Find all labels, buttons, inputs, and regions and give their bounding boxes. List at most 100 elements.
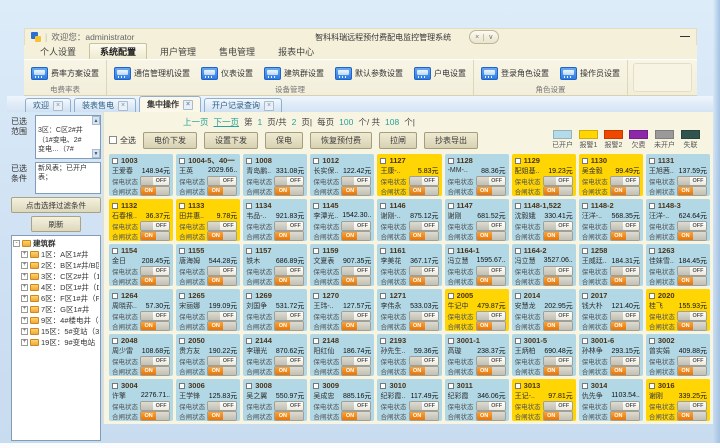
tree-node[interactable]: +15区：5#变站（3# [13, 326, 99, 337]
expand-icon[interactable]: + [21, 262, 28, 269]
meter-card[interactable]: 1134 韦品-.. 921.83元 保电状态 OFF 合闸状态 ON [243, 199, 308, 241]
meter-card[interactable]: 1164-1 冯立慧 1595.67.. 保电状态 OFF 合闸状态 ON [444, 244, 509, 286]
switch-toggle[interactable]: ON [341, 365, 372, 376]
meter-checkbox[interactable] [112, 382, 118, 389]
expand-icon[interactable]: + [21, 284, 28, 291]
meter-checkbox[interactable] [447, 337, 454, 344]
meter-checkbox[interactable] [313, 247, 320, 254]
switch-toggle[interactable]: ON [475, 365, 506, 376]
ribbon-button[interactable]: 默认参数设置 [335, 67, 403, 80]
menu-item-0[interactable]: 个人设置 [40, 47, 77, 57]
power-keep-toggle[interactable]: OFF [408, 175, 439, 186]
meter-card[interactable]: 2148 阳红仙 186.74元 保电状态 OFF 合闸状态 ON [310, 334, 375, 376]
meter-card[interactable]: 2020 桂飞 155.93元 保电状态 OFF 合闸状态 ON [645, 289, 710, 331]
meter-checkbox[interactable] [112, 337, 118, 344]
switch-toggle[interactable]: ON [677, 365, 707, 376]
toolbar-button[interactable]: 抄表导出 [424, 131, 478, 149]
meter-card[interactable]: 1128 -MM-.. 88.36元 保电状态 OFF 合闸状态 ON [444, 154, 509, 196]
meter-checkbox[interactable] [179, 382, 186, 389]
expand-icon[interactable]: + [21, 328, 28, 335]
collapse-icon[interactable]: × [475, 33, 480, 41]
meter-card[interactable]: 1157 铁木 686.89元 保电状态 OFF 合闸状态 ON [243, 244, 308, 286]
tab-集中操作[interactable]: 集中操作 × [139, 96, 201, 112]
switch-toggle[interactable]: ON [140, 230, 171, 241]
power-keep-toggle[interactable]: OFF [475, 175, 506, 186]
switch-toggle[interactable]: ON [542, 320, 573, 331]
meter-checkbox[interactable] [514, 382, 521, 389]
meter-card[interactable]: 1269 刘国争 531.72元 保电状态 OFF 合闸状态 ON [243, 289, 308, 331]
power-keep-toggle[interactable]: OFF [408, 220, 439, 231]
power-keep-toggle[interactable]: OFF [542, 265, 573, 276]
meter-checkbox[interactable] [514, 337, 521, 344]
ribbon-button[interactable]: 费率方案设置 [31, 67, 99, 80]
meter-checkbox[interactable] [112, 202, 118, 209]
meter-card[interactable]: 1154 金日 208.45元 保电状态 OFF 合闸状态 ON [109, 244, 174, 286]
switch-toggle[interactable]: ON [542, 410, 573, 421]
power-keep-toggle[interactable]: OFF [475, 400, 506, 411]
meter-card[interactable]: 3016 谢刚 339.25元 保电状态 OFF 合闸状态 ON [645, 379, 710, 421]
power-keep-toggle[interactable]: OFF [677, 220, 707, 231]
tree-node[interactable]: +19区：9#变电站（2 [13, 337, 99, 348]
power-keep-toggle[interactable]: OFF [677, 310, 707, 321]
selected-condition-box[interactable]: 新风表；已开户表； [35, 162, 101, 194]
minimize-button[interactable]: — [679, 31, 690, 42]
switch-toggle[interactable]: ON [609, 320, 640, 331]
meter-card[interactable]: 3001-1 高璇 238.37元 保电状态 OFF 合闸状态 ON [444, 334, 509, 376]
meter-card[interactable]: 1265 宋丽娜 199.09元 保电状态 OFF 合闸状态 ON [176, 289, 241, 331]
switch-toggle[interactable]: ON [542, 185, 573, 196]
meter-card[interactable]: 1148-1,522 沈毅娥 330.41元 保电状态 OFF 合闸状态 ON [511, 199, 576, 241]
power-keep-toggle[interactable]: OFF [542, 220, 573, 231]
switch-toggle[interactable]: ON [677, 275, 707, 286]
power-keep-toggle[interactable]: OFF [475, 355, 506, 366]
meter-checkbox[interactable] [313, 337, 320, 344]
switch-toggle[interactable]: ON [677, 320, 707, 331]
switch-toggle[interactable]: ON [274, 320, 305, 331]
meter-checkbox[interactable] [112, 292, 118, 299]
power-keep-toggle[interactable]: OFF [408, 265, 439, 276]
select-all-checkbox[interactable] [109, 136, 117, 144]
collapse-expander-icon[interactable]: - [13, 240, 20, 247]
meter-checkbox[interactable] [447, 247, 454, 254]
meter-card[interactable]: 3010 纪彩霞.. 117.49元 保电状态 OFF 合闸状态 ON [377, 379, 442, 421]
switch-toggle[interactable]: ON [341, 320, 372, 331]
power-keep-toggle[interactable]: OFF [542, 400, 573, 411]
meter-checkbox[interactable] [246, 247, 253, 254]
tree-node[interactable]: +6区：F区1#井（F区 [13, 293, 99, 304]
switch-toggle[interactable]: ON [609, 185, 640, 196]
meter-card[interactable]: 2050 贵方友 190.22元 保电状态 OFF 合闸状态 ON [176, 334, 241, 376]
meter-checkbox[interactable] [246, 337, 253, 344]
meter-checkbox[interactable] [648, 157, 655, 164]
next-page-link[interactable]: 下一页 [213, 116, 240, 127]
switch-toggle[interactable]: ON [274, 230, 305, 241]
expand-icon[interactable]: + [21, 273, 28, 280]
switch-toggle[interactable]: ON [609, 230, 640, 241]
toolbar-button[interactable]: 保电 [265, 131, 303, 149]
meter-checkbox[interactable] [581, 157, 588, 164]
meter-card[interactable]: 1147 谢刚 681.52元 保电状态 OFF 合闸状态 ON [444, 199, 509, 241]
switch-toggle[interactable]: ON [475, 410, 506, 421]
meter-card[interactable]: 1129 配姐基.. 19.23元 保电状态 OFF 合闸状态 ON [511, 154, 576, 196]
expand-icon[interactable]: + [21, 317, 28, 324]
meter-card[interactable]: 1161 李美花 367.17元 保电状态 OFF 合闸状态 ON [377, 244, 442, 286]
meter-checkbox[interactable] [514, 247, 521, 254]
power-keep-toggle[interactable]: OFF [207, 400, 238, 411]
switch-toggle[interactable]: ON [341, 185, 372, 196]
tree-node[interactable]: +7区：G区1#井 [13, 304, 99, 315]
power-keep-toggle[interactable]: OFF [274, 400, 305, 411]
power-keep-toggle[interactable]: OFF [609, 310, 640, 321]
meter-card[interactable]: 2144 李珊光 870.62元 保电状态 OFF 合闸状态 ON [243, 334, 308, 376]
meter-checkbox[interactable] [648, 382, 655, 389]
switch-toggle[interactable]: ON [475, 275, 506, 286]
power-keep-toggle[interactable]: OFF [609, 265, 640, 276]
switch-toggle[interactable]: ON [207, 365, 238, 376]
meter-checkbox[interactable] [648, 202, 655, 209]
meter-card[interactable]: 3008 吴之翼 550.97元 保电状态 OFF 合闸状态 ON [243, 379, 308, 421]
power-keep-toggle[interactable]: OFF [609, 355, 640, 366]
meter-card[interactable]: 2014 安慧龙 202.95元 保电状态 OFF 合闸状态 ON [511, 289, 576, 331]
tree-node[interactable]: +9区：4#楼电井（4# [13, 315, 99, 326]
switch-toggle[interactable]: ON [475, 185, 506, 196]
power-keep-toggle[interactable]: OFF [140, 175, 171, 186]
power-keep-toggle[interactable]: OFF [274, 355, 305, 366]
tab-欢迎[interactable]: 欢迎 × [25, 98, 71, 112]
meter-checkbox[interactable] [313, 292, 320, 299]
